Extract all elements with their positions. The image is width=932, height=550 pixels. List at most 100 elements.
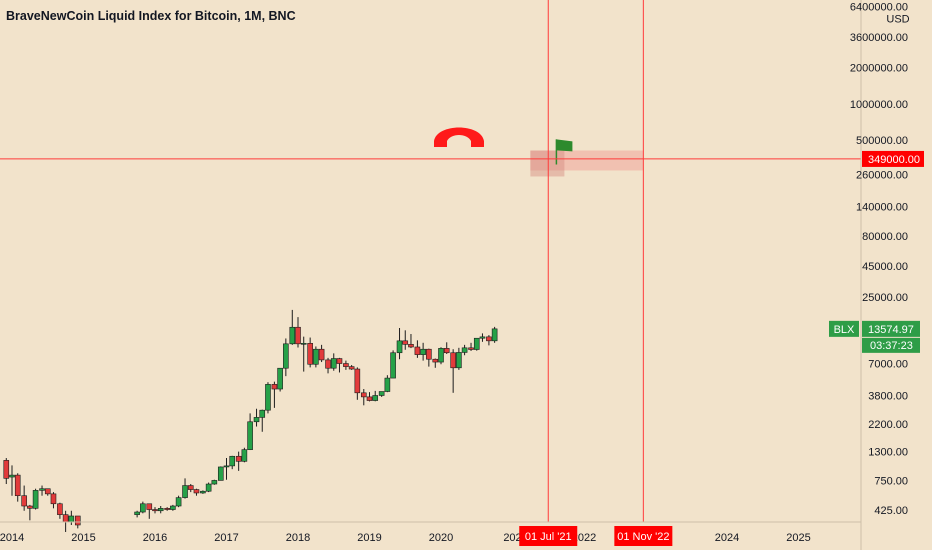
candle-body [68, 515, 75, 523]
y-tick-label: 500000.00 [856, 135, 908, 147]
candle-body [253, 417, 260, 423]
candle-body [384, 377, 391, 392]
candle-body [336, 358, 343, 364]
candle-body [217, 466, 224, 481]
y-tick-label: 2200.00 [868, 419, 908, 431]
candle-body [438, 348, 444, 363]
candle-body [330, 358, 337, 369]
y-tick-label: 6400000.00 [850, 2, 908, 14]
x-tick-label: 2022 [572, 532, 596, 544]
candle-body [193, 489, 200, 494]
date-tag-text: 01 Nov '22 [617, 531, 669, 543]
candle-body [289, 326, 296, 345]
countdown-text: 03:37:23 [870, 340, 913, 352]
x-tick-label: 2016 [143, 532, 167, 544]
x-tick-label: 202 [503, 532, 521, 544]
level-price-text: 349000.00 [868, 154, 920, 166]
candle-body [229, 455, 236, 467]
countdown-tag [862, 337, 920, 353]
candle-body [414, 346, 421, 355]
candle-body [468, 347, 474, 350]
x-tick-label: 2024 [715, 532, 739, 544]
y-tick-label: 1300.00 [868, 447, 908, 459]
candle-body [247, 421, 253, 450]
candle-body [473, 337, 480, 350]
candle-body [271, 384, 278, 390]
candle-body [39, 488, 45, 491]
y-tick-label: 7000.00 [868, 359, 908, 371]
symbol-tag-text: BLX [834, 324, 855, 336]
candle-body [146, 503, 153, 510]
candle-body [300, 343, 307, 345]
candle-body [360, 392, 367, 398]
candle-body [223, 465, 230, 468]
x-tick-label: 2025 [786, 532, 810, 544]
candle-body [372, 395, 379, 401]
x-tick-label: 2014 [0, 532, 24, 544]
candle-body [450, 352, 456, 369]
candle-body [200, 490, 206, 494]
candle-body [426, 348, 432, 360]
y-tick-label: 140000.00 [856, 202, 908, 214]
candle-body [456, 352, 462, 369]
candle-body [187, 485, 194, 490]
candle-body [396, 340, 403, 354]
x-tick-label: 2019 [357, 532, 381, 544]
y-tick-label: 425.00 [874, 505, 908, 517]
candle-body [408, 344, 414, 348]
x-tick-label: 2017 [214, 532, 238, 544]
candle-body [295, 326, 301, 345]
candle-body [283, 343, 289, 369]
last-price-tag [862, 320, 920, 337]
candle-body [62, 514, 69, 523]
candle-body [140, 503, 146, 513]
candle-body [235, 455, 242, 462]
x-tick-label: 2020 [429, 532, 453, 544]
date-tag [519, 526, 578, 546]
y-tick-label: 750.00 [874, 475, 908, 487]
symbol-tag [829, 320, 859, 337]
candle-body [390, 352, 396, 379]
candle-body [259, 409, 266, 418]
candle-body [14, 474, 21, 497]
candle-body [343, 363, 349, 367]
date-tag [614, 526, 673, 546]
candle-body [205, 483, 212, 492]
candle-body [134, 511, 140, 515]
candle-body [354, 368, 361, 394]
candle-body [157, 508, 164, 512]
candle-body [74, 515, 81, 526]
candle-body [486, 336, 492, 342]
candle-body [432, 358, 439, 363]
candle-body [366, 396, 373, 401]
candle-body [170, 505, 176, 510]
candle-body [318, 348, 325, 361]
y-tick-label: 80000.00 [862, 231, 908, 243]
y-tick-label: 2000000.00 [850, 63, 908, 75]
y-tick-label: 3800.00 [868, 390, 908, 402]
candle-body [3, 460, 10, 479]
candle-body [277, 367, 283, 390]
candle-body [44, 488, 51, 495]
candle-body [420, 348, 426, 355]
x-tick-label: 2015 [71, 532, 95, 544]
candle-body [325, 359, 331, 369]
candle-body [479, 336, 486, 339]
candle-body [443, 348, 450, 354]
candle-body [27, 505, 33, 509]
candle-body [152, 509, 158, 512]
candle-body [211, 480, 218, 485]
candle-body [265, 384, 271, 411]
candle-body [313, 348, 319, 365]
phone-hangup-icon [434, 127, 484, 147]
candle-body [348, 366, 355, 370]
candle-body [402, 340, 409, 345]
candle-body [32, 490, 39, 509]
y-axis-unit: USD [886, 14, 909, 26]
y-tick-label: 260000.00 [856, 169, 908, 181]
candle-body [50, 493, 57, 505]
target-zone [530, 150, 644, 171]
candle-body [57, 503, 63, 515]
y-tick-label: 1000000.00 [850, 99, 908, 111]
